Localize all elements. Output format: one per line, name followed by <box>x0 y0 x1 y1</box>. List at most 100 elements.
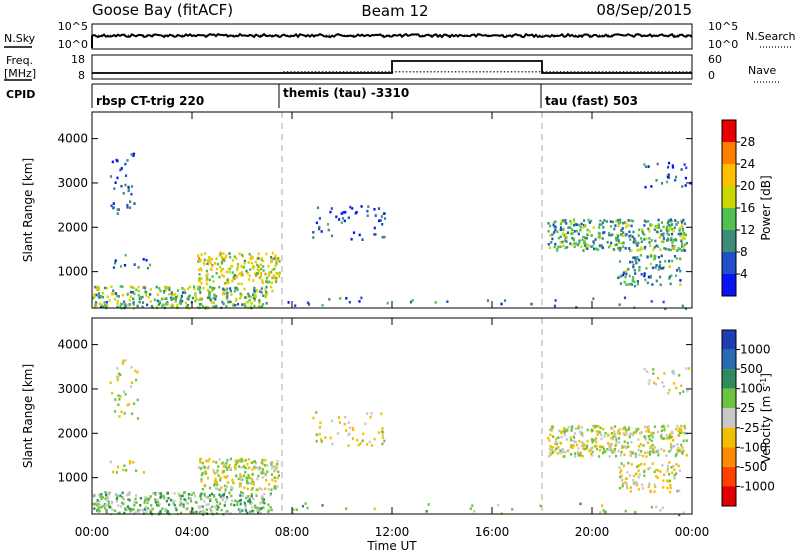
scatter-cell <box>381 436 384 439</box>
scatter-cell <box>637 475 640 479</box>
scatter-cell <box>158 300 161 303</box>
scatter-cell <box>171 500 175 503</box>
scatter-cell <box>597 425 600 428</box>
scatter-cell <box>549 451 552 455</box>
power-colorbar-swatch <box>722 208 736 230</box>
scatter-cell <box>104 491 107 494</box>
scatter-cell <box>168 286 171 290</box>
scatter-cell <box>628 426 631 430</box>
noise-right-tick-bottom: 10^0 <box>708 38 738 51</box>
scatter-cell <box>678 513 681 517</box>
scatter-cell <box>661 381 664 384</box>
scatter-cell <box>200 497 203 501</box>
scatter-cell <box>675 257 678 260</box>
scatter-cell <box>126 159 129 162</box>
scatter-cell <box>127 498 130 501</box>
scatter-cell <box>126 206 129 209</box>
scatter-cell <box>588 230 591 233</box>
scatter-cell <box>108 299 111 302</box>
scatter-cell <box>316 206 320 210</box>
scatter-cell <box>670 238 673 242</box>
scatter-cell <box>126 505 129 508</box>
scatter-cell <box>98 287 101 291</box>
scatter-cell <box>236 268 239 272</box>
cpid-segment-2: themis (tau) -3310 <box>283 86 409 100</box>
power-colorbar-label: Power [dB] <box>759 175 773 240</box>
scatter-cell <box>580 430 583 434</box>
scatter-cell <box>649 244 652 247</box>
scatter-cell <box>143 501 146 504</box>
scatter-cell <box>260 274 263 277</box>
scatter-cell <box>249 510 252 514</box>
scatter-cell <box>678 489 681 493</box>
scatter-cell <box>660 254 663 258</box>
scatter-cell <box>276 485 279 488</box>
scatter-cell <box>240 282 243 286</box>
scatter-cell <box>223 462 226 466</box>
scatter-cell <box>578 440 581 443</box>
scatter-cell <box>343 415 347 419</box>
scatter-cell <box>291 511 294 515</box>
x-tick-label: 00:00 <box>675 525 710 539</box>
scatter-cell <box>202 509 205 512</box>
scatter-cell <box>199 259 202 262</box>
scatter-cell <box>191 296 194 300</box>
scatter-cell <box>216 469 219 472</box>
scatter-cell <box>629 238 632 241</box>
scatter-cell <box>620 469 623 472</box>
scatter-cell <box>640 450 643 453</box>
scatter-cell <box>381 430 384 433</box>
scatter-cell <box>682 229 685 232</box>
scatter-cell <box>158 502 161 506</box>
scatter-cell <box>608 455 611 458</box>
scatter-cell <box>645 455 648 458</box>
scatter-cell <box>215 272 218 275</box>
scatter-cell <box>216 508 219 511</box>
scatter-cell <box>246 300 249 304</box>
scatter-cell <box>331 442 334 446</box>
scatter-cell <box>669 486 672 489</box>
velocity-colorbar-tick-label: 25 <box>740 401 755 415</box>
scatter-cell <box>221 300 224 304</box>
scatter-cell <box>171 294 174 297</box>
scatter-cell <box>93 293 96 296</box>
scatter-cell <box>638 473 641 476</box>
scatter-cell <box>590 234 593 237</box>
freq-tick-bottom: 8 <box>78 69 85 82</box>
scatter-cell <box>264 272 267 276</box>
scatter-cell <box>256 263 259 267</box>
scatter-cell <box>640 431 643 434</box>
scatter-cell <box>425 510 428 513</box>
scatter-cell <box>194 299 197 303</box>
scatter-cell <box>635 430 638 433</box>
scatter-cell <box>662 385 665 388</box>
scatter-cell <box>629 432 632 435</box>
scatter-cell <box>571 446 574 450</box>
scatter-cell <box>679 234 682 238</box>
scatter-cell <box>667 424 670 428</box>
scatter-cell <box>638 228 641 232</box>
scatter-cell <box>206 259 209 262</box>
scatter-cell <box>598 431 601 434</box>
scatter-cell <box>163 289 166 293</box>
scatter-cell <box>255 290 258 293</box>
scatter-cell <box>584 236 587 240</box>
scatter-cell <box>366 214 369 217</box>
scatter-cell <box>162 495 165 498</box>
scatter-cell <box>653 470 656 474</box>
scatter-cell <box>224 501 227 504</box>
scatter-cell <box>212 305 215 308</box>
scatter-cell <box>236 288 239 292</box>
power-colorbar-swatch <box>722 274 736 296</box>
scatter-cell <box>136 417 140 420</box>
power-colorbar-swatch <box>722 252 736 274</box>
scatter-cell <box>633 239 636 242</box>
scatter-cell <box>128 303 131 306</box>
scatter-cell <box>98 503 102 507</box>
scatter-cell <box>370 444 374 447</box>
scatter-cell <box>679 232 682 236</box>
scatter-cell <box>132 508 135 511</box>
scatter-cell <box>678 374 681 377</box>
scatter-cell <box>265 478 268 482</box>
